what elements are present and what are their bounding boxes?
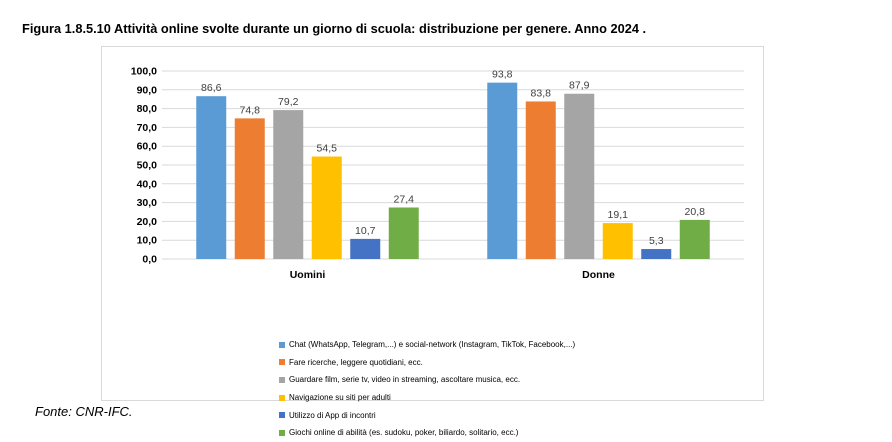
bar (311, 156, 342, 259)
legend-label: Chat (WhatsApp, Telegram,...) e social-n… (289, 340, 576, 350)
legend-label: Utilizzo di App di incontri (289, 410, 376, 420)
chart-legend: Chat (WhatsApp, Telegram,...) e social-n… (279, 336, 575, 442)
data-label: 87,9 (569, 80, 590, 92)
legend-item: Navigazione su siti per adulti (279, 389, 575, 407)
bar (487, 82, 518, 259)
y-tick-label: 70,0 (137, 122, 158, 134)
legend-item: Fare ricerche, leggere quotidiani, ecc. (279, 354, 575, 372)
legend-swatch (279, 412, 285, 419)
legend-item: Giochi online di abilità (es. sudoku, po… (279, 424, 575, 442)
bar (196, 96, 227, 259)
y-tick-label: 0,0 (142, 254, 157, 266)
bar (564, 93, 595, 259)
data-label: 83,8 (531, 87, 552, 99)
data-label: 19,1 (608, 209, 629, 221)
data-label: 86,6 (201, 82, 222, 94)
bar-chart: 0,0 10,0 20,0 30,0 40,0 50,0 60,0 70,0 80,0 90,0 1… (131, 66, 744, 281)
x-category-label: Uomini (290, 269, 326, 281)
source-note: Fonte: CNR-IFC. (35, 404, 133, 419)
legend-label: Giochi online di abilità (es. sudoku, po… (289, 428, 519, 438)
legend-label: Fare ricerche, leggere quotidiani, ecc. (289, 357, 423, 367)
data-label: 10,7 (355, 225, 376, 237)
data-label: 74,8 (240, 104, 261, 116)
chart-area: 0,0 10,0 20,0 30,0 40,0 50,0 60,0 70,0 80,0 90,0 1… (101, 46, 764, 437)
y-tick-label: 60,0 (137, 141, 158, 153)
bar (525, 101, 556, 260)
y-tick-label: 100,0 (131, 66, 157, 78)
bar (679, 219, 710, 259)
y-tick-label: 10,0 (137, 235, 158, 247)
legend-item: Utilizzo di App di incontri (279, 406, 575, 424)
data-label: 5,3 (649, 235, 664, 247)
bar (350, 238, 381, 259)
data-label: 54,5 (317, 143, 338, 155)
bar (234, 118, 265, 259)
y-tick-label: 40,0 (137, 178, 158, 190)
legend-item: Guardare film, serie tv, video in stream… (279, 371, 575, 389)
figure-title: Figura 1.8.5.10 Attività online svolte d… (22, 21, 647, 36)
data-label: 20,8 (685, 206, 706, 218)
y-tick-label: 20,0 (137, 216, 158, 228)
y-tick-label: 90,0 (137, 84, 158, 96)
legend-swatch (279, 341, 285, 348)
legend-swatch (279, 429, 285, 436)
legend-item: Chat (WhatsApp, Telegram,...) e social-n… (279, 336, 575, 354)
bar (641, 249, 672, 259)
legend-swatch (279, 376, 285, 383)
bar (273, 110, 304, 259)
legend-label: Guardare film, serie tv, video in stream… (289, 375, 521, 385)
data-label: 79,2 (278, 96, 299, 108)
legend-label: Navigazione su siti per adulti (289, 393, 391, 403)
legend-swatch (279, 359, 285, 366)
bar (388, 207, 419, 259)
y-tick-label: 50,0 (137, 160, 158, 172)
bar (602, 223, 633, 259)
x-category-label: Donne (582, 269, 615, 281)
data-label: 93,8 (492, 69, 513, 81)
data-label: 27,4 (394, 193, 415, 205)
legend-swatch (279, 394, 285, 401)
y-tick-label: 30,0 (137, 197, 158, 209)
y-tick-label: 80,0 (137, 103, 158, 115)
